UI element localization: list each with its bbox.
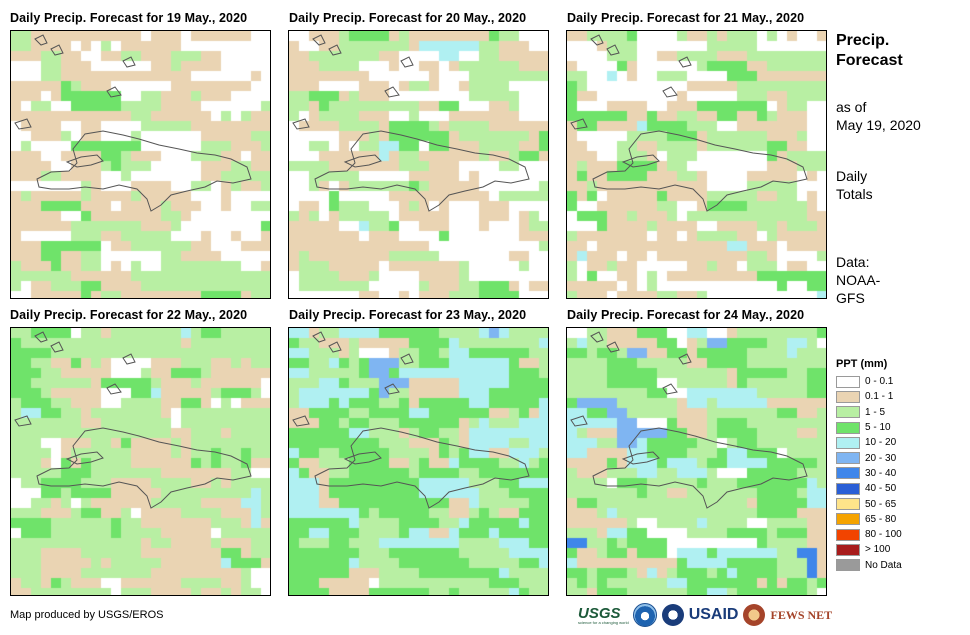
noaa-logo-icon	[632, 603, 657, 627]
panel-title-4: Daily Precip. Forecast for 22 May., 2020	[10, 308, 248, 322]
legend-label: 40 - 50	[865, 483, 897, 495]
legend-label: 80 - 100	[865, 529, 902, 541]
data-source: Data: NOAA- GFS	[836, 253, 880, 307]
forecast-map-may22	[10, 327, 271, 596]
forecast-map-may19	[10, 30, 271, 299]
precip-legend: PPT (mm) 0 - 0.1 0.1 - 1 1 - 5 5 - 10 10 - 2…	[836, 358, 902, 573]
legend-swatch	[836, 559, 860, 572]
panel-title-6: Daily Precip. Forecast for 24 May., 2020	[567, 308, 805, 322]
coastline-outline	[14, 34, 252, 212]
usgs-tagline: science for a changing world	[578, 620, 629, 625]
data-source-line1: Data:	[836, 254, 870, 270]
legend-label: 0.1 - 1	[865, 391, 894, 403]
as-of-label: as of	[836, 99, 867, 115]
data-source-line3: GFS	[836, 290, 865, 306]
forecast-map-may21	[566, 30, 827, 299]
legend-item: 10 - 20	[836, 435, 902, 450]
legend-item: 5 - 10	[836, 420, 902, 435]
legend-label: 65 - 80	[865, 513, 897, 525]
legend-item: No Data	[836, 558, 902, 573]
data-source-line2: NOAA-	[836, 272, 881, 288]
legend-swatch	[836, 528, 860, 541]
legend-item: 80 - 100	[836, 527, 902, 542]
coastline-outline	[570, 331, 808, 509]
usaid-seal-icon	[661, 604, 684, 626]
legend-item: 0 - 0.1	[836, 374, 902, 389]
side-title: Precip. Forecast	[836, 31, 903, 71]
panel-title-1: Daily Precip. Forecast for 19 May., 2020	[10, 11, 248, 25]
legend-label: No Data	[865, 559, 902, 571]
fewsnet-globe-icon	[743, 604, 766, 626]
totals-line1: Daily	[836, 168, 868, 184]
legend-item: 30 - 40	[836, 466, 902, 481]
legend-label: 10 - 20	[865, 437, 897, 449]
as-of-date: as of May 19, 2020	[836, 98, 921, 134]
legend-swatch	[836, 436, 860, 449]
coastline-outline	[292, 331, 530, 509]
coastline-outline	[292, 34, 530, 212]
legend-swatch	[836, 452, 860, 465]
legend-swatch	[836, 406, 860, 419]
fewsnet-logo: FEWS NET	[770, 607, 833, 622]
precip-grid	[11, 31, 270, 298]
precip-grid	[289, 31, 548, 298]
legend-rows: 0 - 0.1 0.1 - 1 1 - 5 5 - 10 10 - 20 20 - 30 3…	[836, 374, 902, 573]
forecast-map-may24	[566, 327, 827, 596]
map-credit: Map produced by USGS/EROS	[10, 609, 164, 621]
side-title-line2: Forecast	[836, 52, 903, 69]
legend-item: 1 - 5	[836, 405, 902, 420]
panel-title-5: Daily Precip. Forecast for 23 May., 2020	[289, 308, 527, 322]
legend-item: 20 - 30	[836, 450, 902, 465]
coastline-outline	[570, 34, 808, 212]
usgs-logo-text: USGS	[578, 605, 621, 622]
precip-grid	[567, 328, 826, 595]
legend-swatch	[836, 482, 860, 495]
as-of-value: May 19, 2020	[836, 117, 921, 133]
usgs-logo: USGS science for a changing world	[578, 605, 629, 625]
legend-item: 40 - 50	[836, 481, 902, 496]
legend-item: 65 - 80	[836, 512, 902, 527]
panel-title-3: Daily Precip. Forecast for 21 May., 2020	[567, 11, 805, 25]
legend-label: 20 - 30	[865, 452, 897, 464]
legend-item: 50 - 65	[836, 496, 902, 511]
legend-swatch	[836, 421, 860, 434]
precip-grid	[567, 31, 826, 298]
legend-label: > 100	[865, 544, 891, 556]
side-title-line1: Precip.	[836, 32, 890, 49]
legend-label: 1 - 5	[865, 406, 886, 418]
legend-swatch	[836, 498, 860, 511]
precip-grid	[289, 328, 548, 595]
legend-title: PPT (mm)	[836, 358, 888, 370]
legend-label: 50 - 65	[865, 498, 897, 510]
forecast-map-may23	[288, 327, 549, 596]
legend-swatch	[836, 467, 860, 480]
panel-title-2: Daily Precip. Forecast for 20 May., 2020	[289, 11, 527, 25]
precip-grid	[11, 328, 270, 595]
forecast-map-may20	[288, 30, 549, 299]
usaid-logo: USAID	[688, 606, 739, 623]
legend-swatch	[836, 375, 860, 388]
legend-label: 30 - 40	[865, 467, 897, 479]
legend-item: > 100	[836, 542, 902, 557]
coastline-outline	[14, 331, 252, 509]
legend-swatch	[836, 543, 860, 556]
legend-label: 5 - 10	[865, 422, 891, 434]
legend-label: 0 - 0.1	[865, 376, 894, 388]
totals-note: Daily Totals	[836, 167, 873, 203]
partner-logos: USGS science for a changing world USAID …	[578, 602, 832, 628]
totals-line2: Totals	[836, 186, 873, 202]
legend-item: 0.1 - 1	[836, 389, 902, 404]
legend-swatch	[836, 513, 860, 526]
legend-swatch	[836, 390, 860, 403]
